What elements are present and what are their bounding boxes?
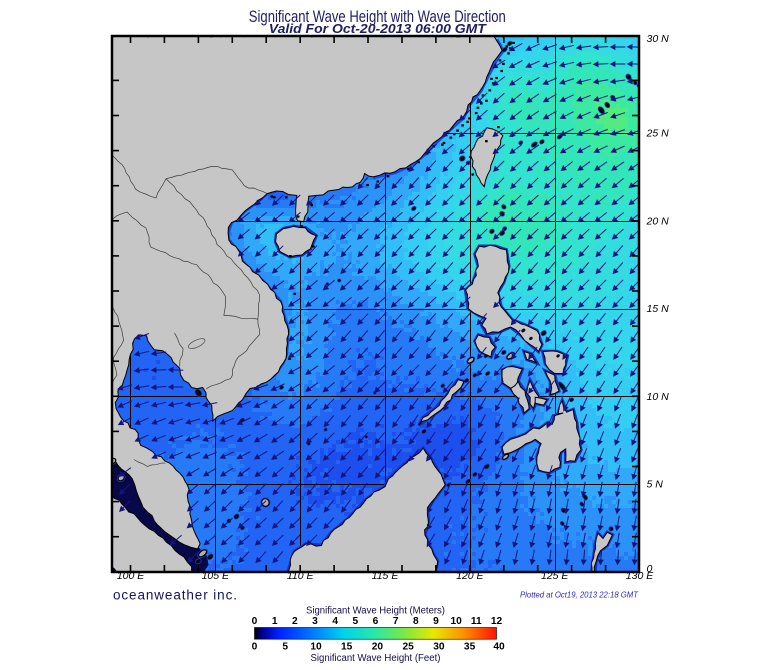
- svg-text:0: 0: [252, 616, 258, 627]
- svg-text:5 N: 5 N: [647, 479, 664, 491]
- svg-text:20: 20: [372, 642, 384, 653]
- svg-text:Valid For Oct-20-2013 06:00 GM: Valid For Oct-20-2013 06:00 GMT: [269, 22, 488, 36]
- svg-text:120 E: 120 E: [456, 570, 484, 582]
- svg-text:5: 5: [282, 642, 288, 653]
- svg-text:40: 40: [493, 642, 505, 653]
- svg-text:2: 2: [292, 616, 298, 627]
- svg-text:115 E: 115 E: [372, 570, 400, 582]
- svg-text:Significant Wave Height (Feet): Significant Wave Height (Feet): [311, 653, 441, 664]
- svg-text:3: 3: [312, 616, 318, 627]
- svg-text:15 N: 15 N: [647, 303, 670, 315]
- svg-text:110 E: 110 E: [287, 570, 315, 582]
- svg-text:100 E: 100 E: [117, 570, 145, 582]
- svg-text:Plotted at Oct19, 2013 22:18 G: Plotted at Oct19, 2013 22:18 GMT: [520, 591, 639, 600]
- svg-text:10 N: 10 N: [647, 391, 670, 403]
- svg-text:9: 9: [433, 616, 439, 627]
- svg-text:35: 35: [464, 642, 476, 653]
- svg-text:0: 0: [647, 563, 653, 575]
- svg-text:25 N: 25 N: [646, 128, 670, 140]
- svg-text:10: 10: [451, 616, 463, 627]
- svg-text:30 N: 30 N: [647, 33, 670, 45]
- svg-text:6: 6: [373, 616, 379, 627]
- svg-text:105 E: 105 E: [202, 570, 230, 582]
- svg-text:0: 0: [252, 642, 258, 653]
- svg-text:25: 25: [403, 642, 415, 653]
- svg-text:Significant Wave Height with W: Significant Wave Height with Wave Direct…: [249, 7, 506, 26]
- svg-text:30: 30: [433, 642, 445, 653]
- svg-text:10: 10: [310, 642, 322, 653]
- svg-text:Significant Wave Height (Meter: Significant Wave Height (Meters): [306, 605, 445, 616]
- svg-text:5: 5: [352, 616, 358, 627]
- svg-text:8: 8: [413, 616, 419, 627]
- svg-text:4: 4: [332, 616, 338, 627]
- svg-text:11: 11: [471, 616, 482, 627]
- svg-text:125 E: 125 E: [541, 570, 569, 582]
- svg-text:15: 15: [341, 642, 353, 653]
- svg-text:1: 1: [272, 616, 278, 627]
- svg-text:12: 12: [491, 616, 503, 627]
- svg-text:oceanweather inc.: oceanweather inc.: [113, 588, 238, 603]
- svg-text:7: 7: [393, 616, 399, 627]
- svg-text:20 N: 20 N: [646, 215, 670, 227]
- svg-text:130 E: 130 E: [626, 570, 654, 582]
